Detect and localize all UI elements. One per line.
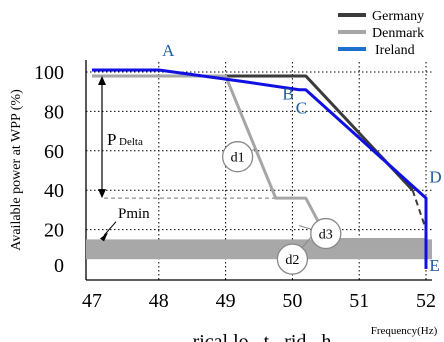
y-tick-label-80: 80 — [44, 101, 64, 123]
x-tick-label-48: 48 — [149, 290, 169, 312]
point-label-b: B — [282, 85, 293, 104]
y-axis-label: Available power at WPP (%) — [9, 89, 24, 251]
annotations: P Delta d1 d2 d3 A BC D E — [98, 41, 442, 275]
point-label-c: C — [296, 98, 307, 117]
x-tick-label-50: 50 — [282, 290, 302, 312]
x-tick-label-49: 49 — [216, 290, 236, 312]
legend-label-denmark: Denmark — [372, 26, 424, 41]
pmin-arrowhead — [100, 232, 108, 242]
pdelta-arrowhead-top — [98, 75, 106, 85]
x-tick-label-51: 51 — [349, 290, 369, 312]
y-tick-label-100: 100 — [34, 62, 64, 84]
point-label-e: E — [429, 256, 439, 275]
legend: Germany Denmark Ireland — [338, 9, 424, 58]
point-label-d: D — [429, 167, 441, 186]
pdelta-arrowhead-bottom — [98, 189, 106, 199]
marker-label-d1: d1 — [231, 151, 245, 166]
grid-lines — [86, 62, 432, 280]
point-label-a: A — [162, 41, 175, 60]
marker-label-d2: d2 — [285, 253, 299, 268]
series-line-ireland — [92, 68, 428, 269]
footer-text: ...rical lo...t...rid...h... — [178, 331, 347, 342]
pdelta-label-sub: Delta — [119, 136, 143, 148]
marker-circle-d2 — [276, 243, 309, 275]
series-lines — [92, 68, 428, 269]
y-tick-label-0: 0 — [54, 255, 64, 277]
series-line-germany — [92, 74, 414, 192]
legend-label-ireland: Ireland — [375, 43, 415, 58]
marker-label-d3: d3 — [319, 228, 333, 243]
x-tick-label-52: 52 — [416, 290, 436, 312]
y-tick-label-20: 20 — [44, 220, 64, 242]
series-tail-germany — [411, 189, 427, 230]
pmin-label: Pmin — [118, 206, 150, 222]
y-tick-label-60: 60 — [44, 141, 64, 163]
marker-circle-d3 — [310, 217, 342, 250]
legend-label-germany: Germany — [372, 9, 424, 24]
x-axis-label: Frequency(Hz) — [371, 325, 438, 337]
y-tick-label-40: 40 — [44, 180, 64, 202]
axis-ticks: 0 20 40 60 80 100 47 48 49 50 51 52 — [34, 62, 436, 312]
marker-circle-d1 — [221, 141, 254, 173]
x-tick-label-47: 47 — [82, 290, 102, 312]
pmin-band: Pmin — [86, 206, 432, 260]
pmin-arrow — [103, 221, 117, 236]
pdelta-label: P — [107, 130, 116, 149]
pmin-band-rect — [86, 239, 432, 260]
